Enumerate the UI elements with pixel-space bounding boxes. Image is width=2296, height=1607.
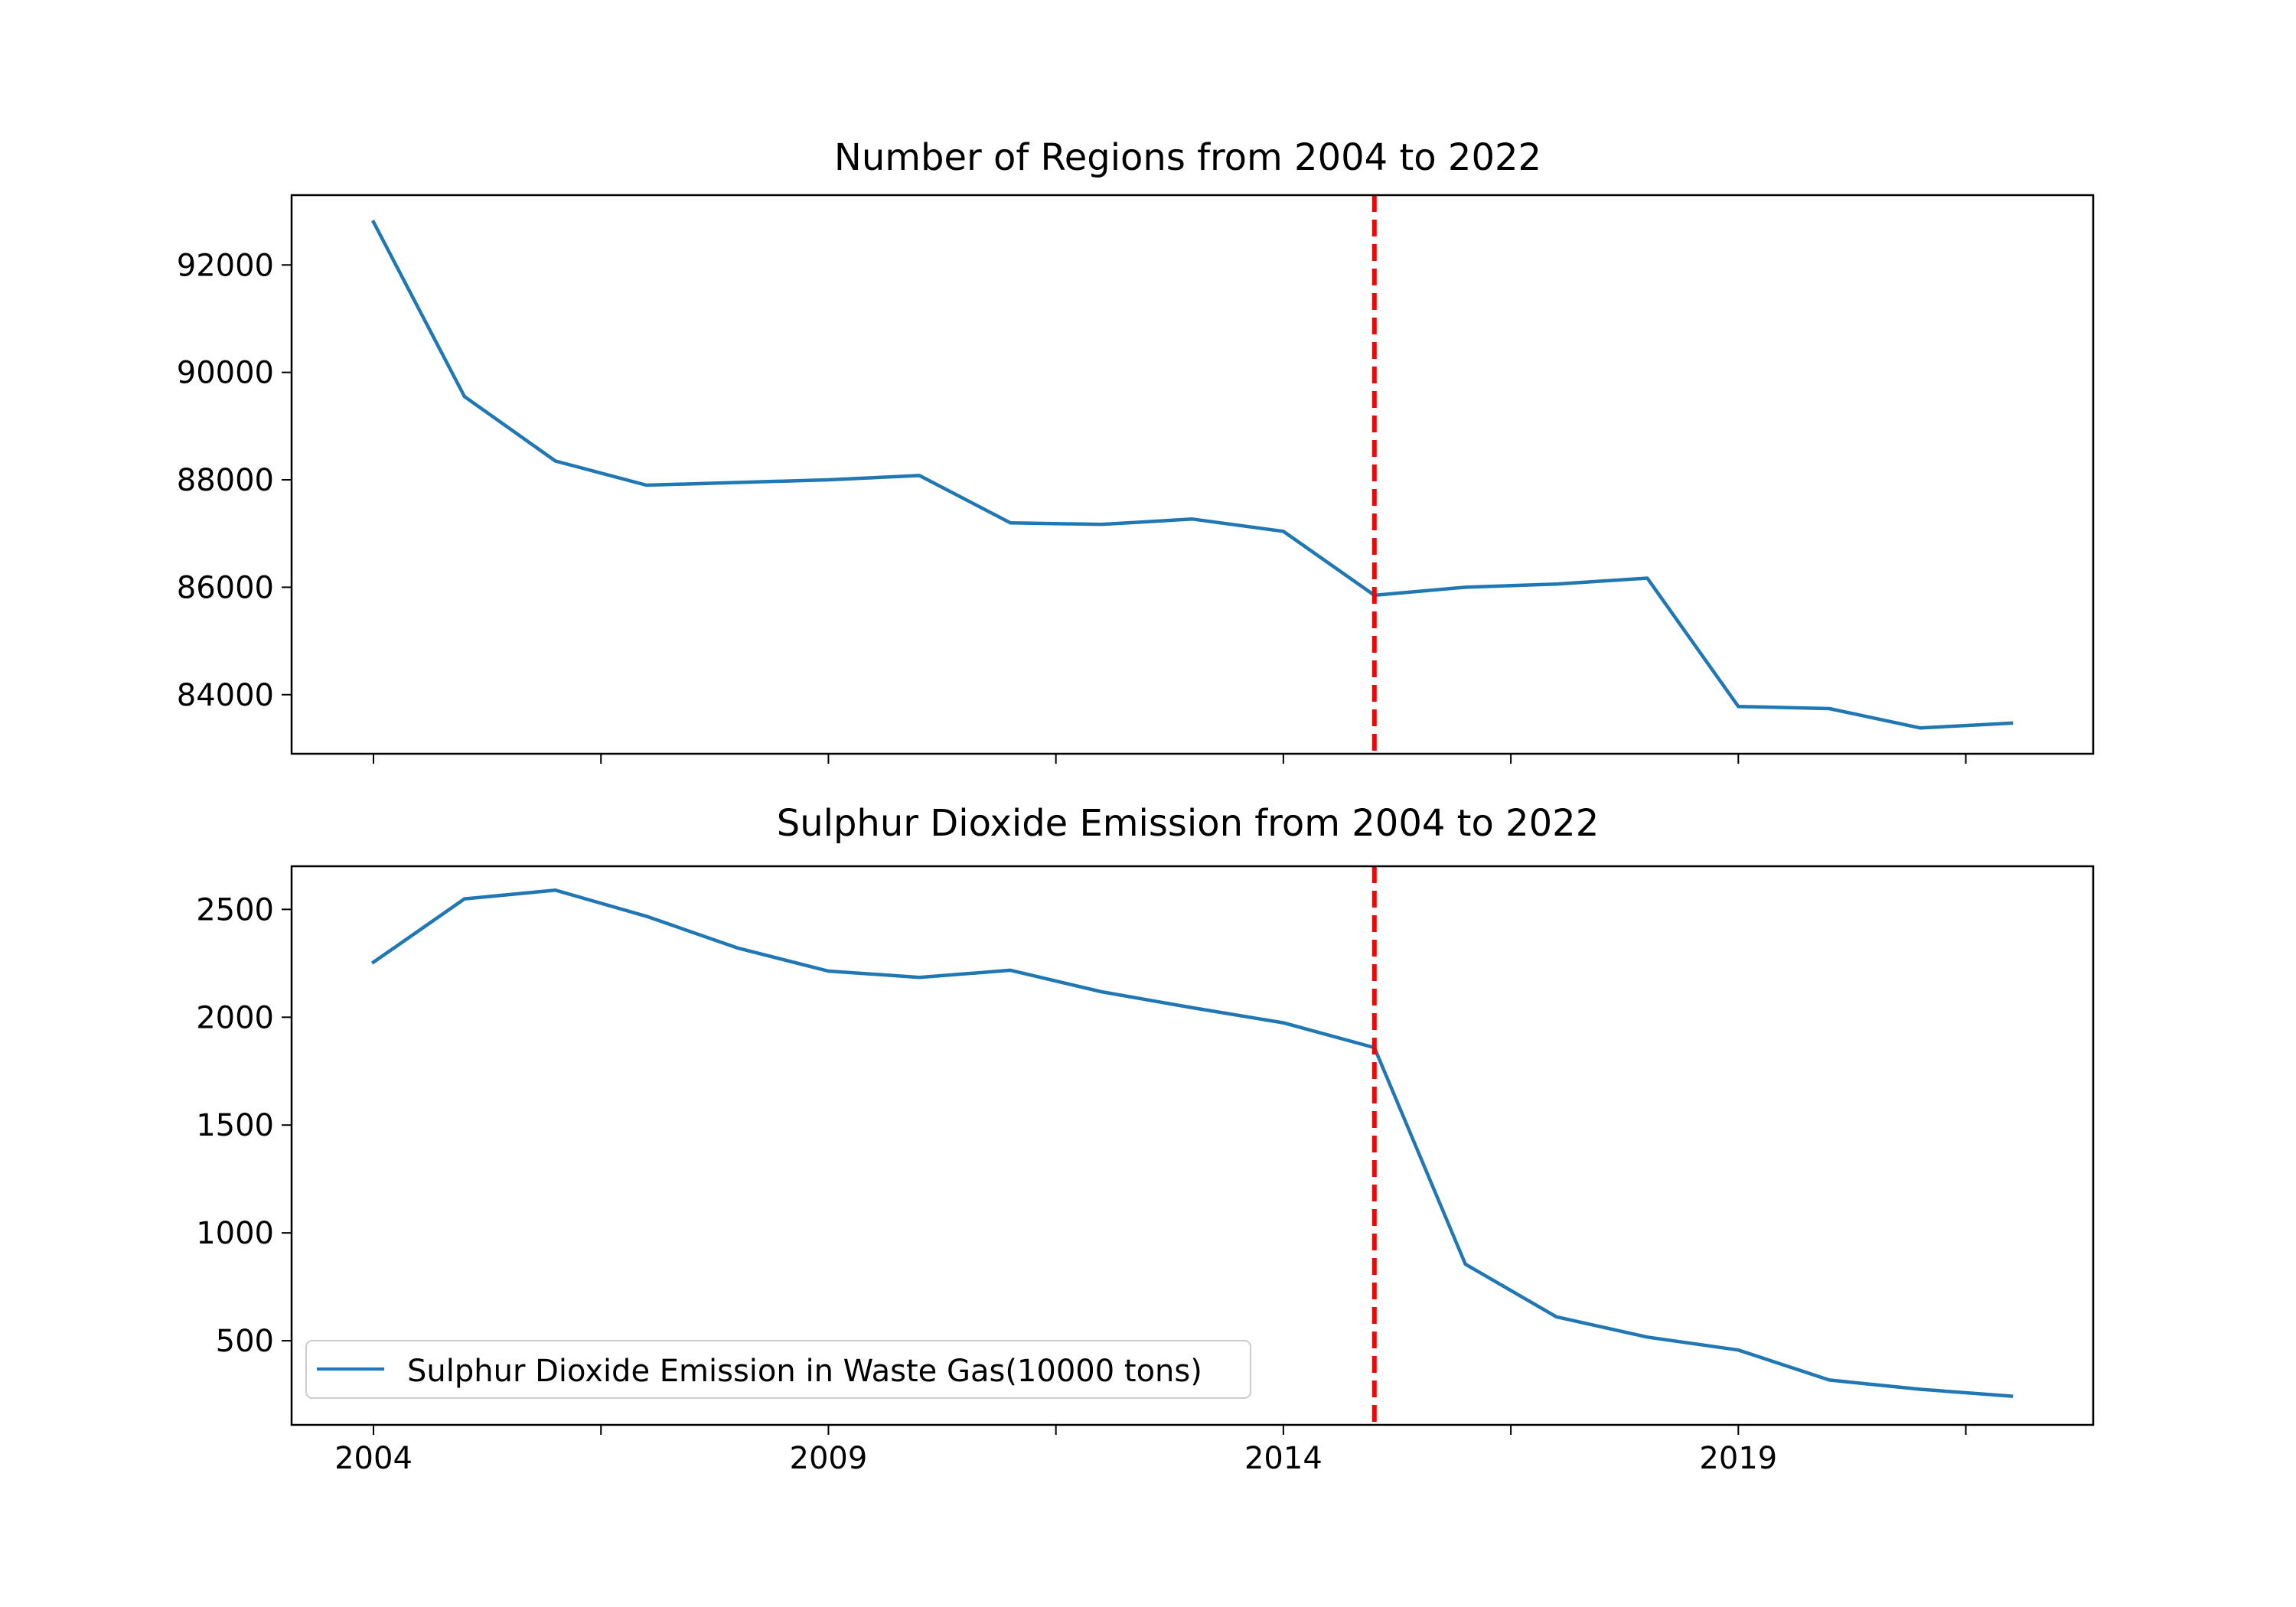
so2-xtick-label: 2004 xyxy=(334,1441,413,1476)
regions-plot-area: 84000 86000 88000 90000 92000 xyxy=(177,194,2095,764)
regions-subplot: Number of Regions from 2004 to 2022 8400… xyxy=(177,136,2095,764)
so2-chart-title: Sulphur Dioxide Emission from 2004 to 20… xyxy=(777,802,1600,845)
regions-ytick-label: 92000 xyxy=(177,248,274,283)
so2-ytick-label: 1000 xyxy=(196,1216,274,1251)
regions-chart-title: Number of Regions from 2004 to 2022 xyxy=(834,136,1541,179)
legend-frame xyxy=(305,1340,1251,1399)
so2-ytick-label: 1500 xyxy=(196,1108,274,1143)
so2-xtick-label: 2009 xyxy=(790,1441,868,1476)
so2-series-line xyxy=(370,888,2014,1398)
regions-ytick-label: 88000 xyxy=(177,463,274,498)
so2-plot-area: 500 1000 1500 2000 2500 2004 2009 2014 2019 xyxy=(196,865,2095,1476)
so2-subplot: Sulphur Dioxide Emission from 2004 to 20… xyxy=(196,802,2095,1476)
regions-ytick-label: 84000 xyxy=(177,678,274,713)
regions-ytick-label: 90000 xyxy=(177,356,274,391)
regions-axes-frame xyxy=(290,194,2095,755)
regions-series-line xyxy=(370,220,2014,730)
so2-ytick-label: 500 xyxy=(216,1324,274,1359)
so2-ytick-label: 2500 xyxy=(196,892,274,927)
so2-ytick-label: 2000 xyxy=(196,1000,274,1035)
so2-xtick-label: 2014 xyxy=(1244,1441,1322,1476)
regions-ytick-label: 86000 xyxy=(177,570,274,605)
so2-xtick-label: 2019 xyxy=(1699,1441,1777,1476)
so2-legend: Sulphur Dioxide Emission in Waste Gas(10… xyxy=(305,1340,1251,1399)
so2-axes-frame xyxy=(290,865,2095,1426)
legend-label: Sulphur Dioxide Emission in Waste Gas(10… xyxy=(407,1354,1202,1389)
